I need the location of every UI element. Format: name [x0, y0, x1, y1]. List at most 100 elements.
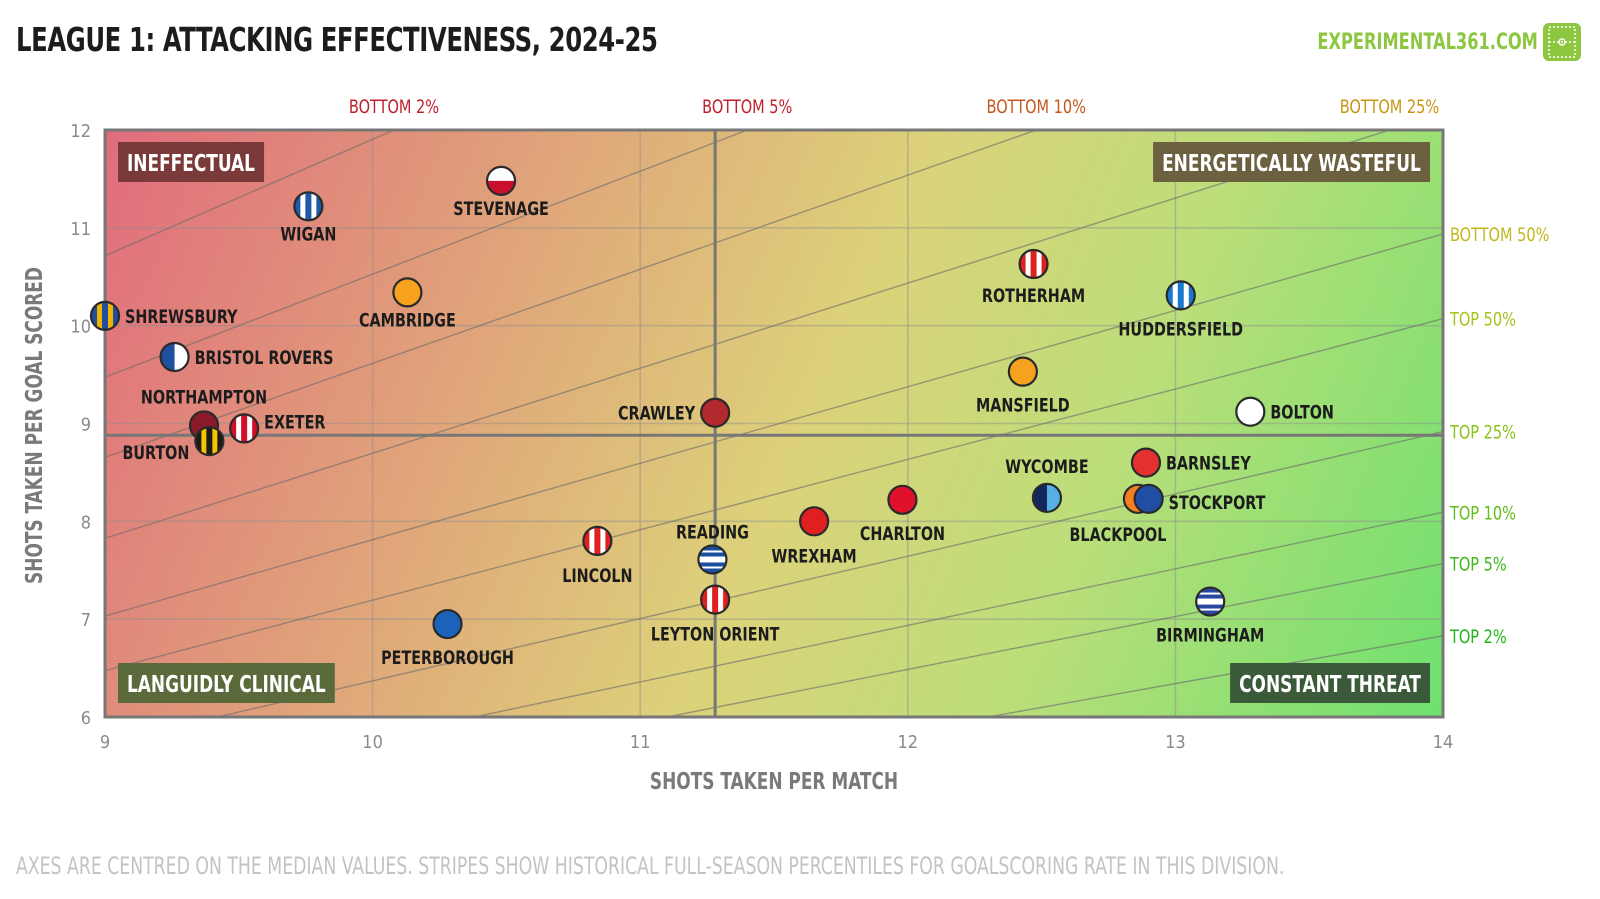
- y-axis-title: SHOTS TAKEN PER GOAL SCORED: [20, 267, 47, 584]
- x-tick-label: 11: [630, 732, 651, 753]
- team-stripe: [698, 562, 727, 567]
- team-marker[interactable]: [89, 300, 121, 331]
- team-outline: [887, 484, 918, 515]
- y-tick-label: 8: [81, 512, 91, 533]
- percentile-line: [105, 233, 1443, 617]
- quadrant-constant-threat-box: [1230, 663, 1430, 703]
- team-stripe: [605, 526, 612, 555]
- percentile-label: BOTTOM 5%: [702, 97, 792, 119]
- team-stripe: [698, 545, 727, 551]
- team-outline: [89, 300, 121, 331]
- team-outline: [1018, 248, 1049, 280]
- team-stripe: [241, 414, 248, 443]
- team-marker[interactable]: [1133, 483, 1164, 514]
- percentile-label: TOP 5%: [1449, 554, 1507, 576]
- team-label: BARNSLEY: [1166, 453, 1251, 475]
- team-stripe: [206, 427, 213, 456]
- team-label: MANSFIELD: [976, 395, 1070, 417]
- team-marker[interactable]: [700, 584, 731, 615]
- team-marker[interactable]: [1031, 482, 1063, 513]
- team-label: BOLTON: [1270, 403, 1334, 425]
- team-stripe: [230, 414, 237, 443]
- team-stripe: [698, 568, 727, 574]
- chart-title: LEAGUE 1: ATTACKING EFFECTIVENESS, 2024-…: [16, 20, 658, 59]
- team-stripe: [217, 427, 224, 456]
- team-marker[interactable]: [432, 608, 463, 640]
- y-tick-label: 7: [81, 610, 91, 631]
- brand-name[interactable]: EXPERIMENTAL361.COM: [1317, 30, 1538, 55]
- team-marker[interactable]: [1130, 447, 1162, 478]
- team-label: BURTON: [122, 443, 189, 465]
- team-outline: [700, 397, 731, 428]
- quadrant-languidly-clinical-box: [118, 663, 335, 703]
- x-axis-title: SHOTS TAKEN PER MATCH: [650, 767, 898, 794]
- team-label: STEVENAGE: [453, 199, 549, 221]
- team-marker[interactable]: [229, 413, 260, 444]
- team-marker[interactable]: [485, 165, 517, 196]
- team-outline: [194, 426, 225, 457]
- team-stripe: [1196, 610, 1225, 616]
- percentile-label: BOTTOM 10%: [987, 97, 1086, 119]
- percentile-label: BOTTOM 25%: [1340, 97, 1439, 119]
- team-marker[interactable]: [159, 341, 190, 373]
- percentile-label: BOTTOM 2%: [349, 97, 439, 119]
- team-stripe: [294, 192, 301, 221]
- team-label: WREXHAM: [772, 546, 857, 568]
- team-outline: [1195, 586, 1226, 617]
- team-stripe: [1177, 281, 1184, 310]
- team-outline: [1007, 356, 1038, 387]
- team-marker[interactable]: [1165, 280, 1196, 311]
- team-outline: [1133, 483, 1164, 514]
- team-marker[interactable]: [1007, 356, 1038, 387]
- team-marker[interactable]: [697, 544, 728, 575]
- team-label: HUDDERSFIELD: [1118, 319, 1243, 341]
- team-label: NORTHAMPTON: [141, 387, 267, 409]
- team-outline: [432, 608, 463, 640]
- quadrant-ineffectual-box: [118, 142, 265, 182]
- team-outline: [697, 544, 728, 575]
- team-stripe: [102, 301, 108, 330]
- team-marker[interactable]: [293, 191, 324, 222]
- team-marker[interactable]: [799, 506, 830, 537]
- percentile-line: [984, 635, 1443, 717]
- team-outline: [1165, 280, 1196, 311]
- team-label: SHREWSBURY: [125, 307, 238, 329]
- x-tick-label: 10: [362, 732, 383, 753]
- quadrant-languidly-clinical-text: LANGUIDLY CLINICAL: [127, 670, 326, 697]
- team-label: CRAWLEY: [618, 403, 696, 425]
- team-stripe: [316, 192, 323, 221]
- team-stripe: [1019, 250, 1026, 279]
- y-tick-label: 6: [81, 708, 91, 729]
- team-label: LEYTON ORIENT: [651, 624, 780, 646]
- team-stripe: [1041, 250, 1048, 279]
- percentile-label: TOP 2%: [1449, 627, 1507, 649]
- team-stripe: [723, 585, 730, 614]
- team-half: [1046, 483, 1061, 512]
- team-stripe: [701, 585, 708, 614]
- team-label: READING: [676, 522, 749, 544]
- team-marker[interactable]: [887, 484, 918, 515]
- quadrant-constant-threat-text: CONSTANT THREAT: [1239, 670, 1421, 697]
- team-label: CHARLTON: [860, 524, 945, 546]
- team-marker[interactable]: [1235, 396, 1266, 427]
- team-marker[interactable]: [194, 426, 225, 457]
- team-label: BIRMINGHAM: [1156, 625, 1264, 647]
- team-marker[interactable]: [392, 277, 423, 308]
- team-marker[interactable]: [1018, 248, 1049, 280]
- team-label: BLACKPOOL: [1069, 525, 1166, 547]
- quadrant-energetically-wasteful: ENERGETICALLY WASTEFUL: [1153, 142, 1430, 182]
- team-outline: [1130, 447, 1162, 478]
- percentile-line: [105, 130, 1392, 540]
- team-half: [487, 180, 516, 195]
- x-tick-label: 14: [1433, 732, 1454, 753]
- footnote: AXES ARE CENTRED ON THE MEDIAN VALUES. S…: [16, 852, 1285, 880]
- team-stripe: [583, 526, 590, 555]
- team-outline: [582, 525, 613, 557]
- percentile-line: [105, 130, 1039, 459]
- team-marker[interactable]: [700, 397, 731, 428]
- team-label: EXETER: [264, 412, 325, 434]
- team-stripe: [305, 192, 312, 221]
- team-marker[interactable]: [582, 525, 613, 557]
- team-marker[interactable]: [1195, 586, 1226, 617]
